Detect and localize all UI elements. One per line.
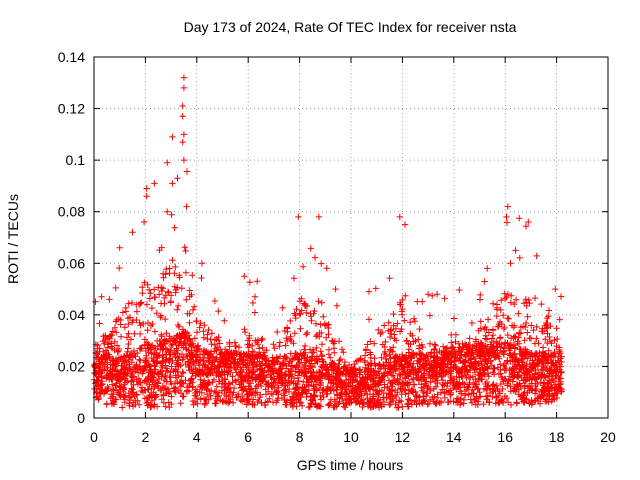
roti-point-markers [90,74,565,411]
x-tick-label: 6 [244,429,252,445]
x-tick-label: 12 [395,429,411,445]
tick-labels: 0 2 4 6 8 10 12 14 16 18 20 0 0.02 0.04 0.06 0.08 0.1 0.1… [58,49,616,445]
y-tick-label: 0.08 [58,204,85,220]
y-tick-label: 0.1 [66,152,86,168]
x-tick-label: 0 [90,429,98,445]
y-tick-label: 0.06 [58,255,85,271]
plot-frame [93,56,609,419]
x-axis-label: GPS time / hours [297,457,404,473]
y-tick-label: 0.04 [58,307,85,323]
x-tick-label: 8 [296,429,304,445]
x-tick-label: 18 [549,429,565,445]
x-tick-label: 14 [446,429,462,445]
x-tick-label: 2 [142,429,150,445]
x-tick-label: 10 [343,429,359,445]
x-tick-label: 20 [600,429,616,445]
y-axis-label: ROTI / TECUs [5,194,21,284]
y-tick-label: 0.14 [58,49,85,65]
chart-title: Day 173 of 2024, Rate Of TEC Index for r… [184,19,517,35]
y-tick-label: 0.12 [58,101,85,117]
grid-lines [94,57,608,418]
data-points [90,74,565,411]
x-tick-label: 4 [193,429,201,445]
y-tick-label: 0.02 [58,358,85,374]
y-tick-label: 0 [77,410,85,426]
x-tick-label: 16 [497,429,513,445]
